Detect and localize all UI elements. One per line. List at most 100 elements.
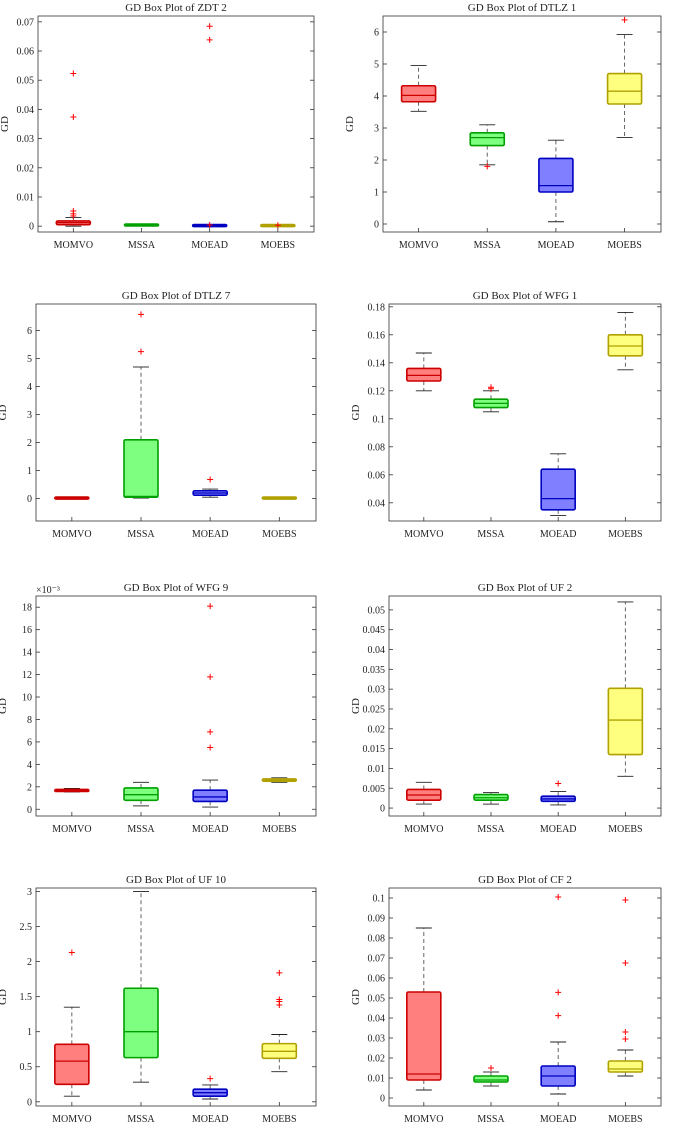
box-moead (192, 1075, 228, 1100)
outlier-marker (276, 969, 283, 976)
y-tick-label: 0 (27, 805, 32, 816)
iqr-box (473, 1075, 509, 1083)
y-tick-label: 0 (27, 1097, 32, 1108)
y-tick-label: 4 (374, 92, 379, 103)
x-tick-label: MOEBS (262, 1114, 296, 1124)
y-tick-label: 12 (22, 670, 32, 681)
y-tick-label: 5 (374, 60, 379, 71)
y-tick-label: 2 (374, 156, 379, 167)
subplot-6: GD Box Plot of UF 2 GD 0 0.005 0.01 0.015 0.02… (350, 582, 662, 835)
y-tick-label: 0 (29, 222, 34, 233)
outlier-marker (68, 949, 75, 956)
y-tick-label: 2 (27, 782, 32, 793)
box-moead (538, 139, 574, 223)
y-tick-label: 0.01 (368, 764, 386, 775)
box-mssa (123, 223, 160, 227)
y-tick-label: 6 (27, 737, 32, 748)
y-tick-label: 0.07 (368, 954, 386, 965)
iqr-box (54, 1043, 90, 1086)
box-momvo (54, 788, 90, 793)
iqr-box (607, 333, 644, 357)
x-tick-label: MOEBS (608, 529, 642, 540)
y-tick-label: 4 (27, 760, 32, 771)
y-tick-label: 0.08 (368, 442, 386, 453)
x-tick-label: MSSA (127, 1114, 155, 1124)
x-tick-label: MOMVO (404, 529, 443, 540)
outlier-marker (70, 113, 77, 120)
subplot-7: GD Box Plot of UF 10 GD 0 0.5 1 1.5 2 2.5 3 MOMVO… (0, 874, 317, 1125)
plot-frame (382, 15, 662, 233)
y-tick-label: 0.04 (368, 498, 386, 509)
x-tick-label: MOEBS (262, 824, 296, 835)
chart-title: GD Box Plot of WFG 1 (473, 290, 578, 302)
iqr-box (400, 84, 437, 103)
outlier-marker (622, 1029, 629, 1035)
iqr-box (540, 468, 576, 511)
box-moead (191, 23, 228, 228)
outlier-marker (484, 163, 491, 170)
iqr-box (123, 987, 159, 1059)
y-axis-label: GD (350, 698, 362, 714)
outlier-marker (622, 1036, 629, 1042)
box-moebs (260, 222, 296, 229)
x-tick-label: MOEBS (608, 1114, 642, 1124)
y-tick-label: 0 (374, 220, 379, 231)
box-momvo (55, 70, 92, 227)
iqr-box (469, 132, 506, 147)
box-mssa (473, 1065, 509, 1087)
plot-frame (388, 887, 662, 1107)
x-tick-label: MOMVO (52, 824, 91, 835)
y-axis-label: GD (0, 116, 11, 132)
y-tick-label: 6 (374, 28, 379, 39)
y-tick-label: 0.16 (368, 330, 386, 341)
x-tick-label: MSSA (477, 529, 505, 540)
iqr-box (123, 438, 159, 498)
y-tick-label: 0.1 (373, 414, 386, 425)
y-tick-label: 0.08 (368, 934, 386, 945)
x-tick-label: MOEBS (261, 240, 295, 251)
box-moead (192, 603, 228, 808)
x-tick-label: MOEAD (540, 824, 577, 835)
chart-title: GD Box Plot of ZDT 2 (125, 2, 227, 14)
y-tick-label: 0.18 (368, 302, 386, 313)
plot-frame (37, 15, 315, 233)
y-tick-label: 0.045 (363, 625, 386, 636)
subplot-4: GD Box Plot of WFG 1 GD 0.04 0.06 0.08 0.1 0.1… (350, 290, 662, 540)
y-tick-label: 5 (27, 354, 32, 365)
x-tick-label: MOMVO (54, 240, 93, 251)
outlier-marker (555, 780, 562, 787)
box-moebs (606, 16, 643, 139)
x-tick-label: MSSA (128, 240, 156, 251)
y-tick-label: 3 (374, 124, 379, 135)
outlier-marker (70, 70, 77, 77)
box-moebs (607, 601, 644, 777)
outlier-marker (488, 384, 494, 391)
chart-title: GD Box Plot of WFG 9 (124, 582, 229, 594)
x-tick-label: MSSA (127, 529, 155, 540)
outlier-marker (488, 1065, 494, 1071)
outlier-marker (555, 1012, 562, 1019)
box-momvo (406, 352, 442, 392)
y-tick-label: 18 (22, 603, 32, 614)
iqr-box (607, 1060, 644, 1073)
outlier-marker (206, 36, 213, 43)
plot-frame (388, 595, 662, 817)
x-tick-label: MSSA (477, 824, 505, 835)
y-axis-label: GD (344, 116, 356, 132)
x-tick-label: MOEAD (540, 529, 577, 540)
y-axis-exponent: ×10⁻³ (36, 585, 60, 596)
x-tick-label: MOEAD (192, 1114, 229, 1124)
y-tick-label: 0.1 (373, 894, 386, 905)
subplot-2: GD Box Plot of DTLZ 1 GD 0 1 2 3 4 5 6 MOMVO MSSA M… (344, 2, 662, 251)
y-tick-label: 0.005 (363, 784, 386, 795)
x-tick-label: MOEAD (538, 240, 575, 251)
y-tick-label: 4 (27, 382, 32, 393)
y-tick-label: 0.07 (17, 17, 35, 28)
y-tick-label: 0.025 (363, 704, 386, 715)
y-tick-label: 6 (27, 326, 32, 337)
x-tick-label: MOMVO (399, 240, 438, 251)
y-tick-label: 0 (27, 494, 32, 505)
iqr-box (406, 991, 442, 1081)
